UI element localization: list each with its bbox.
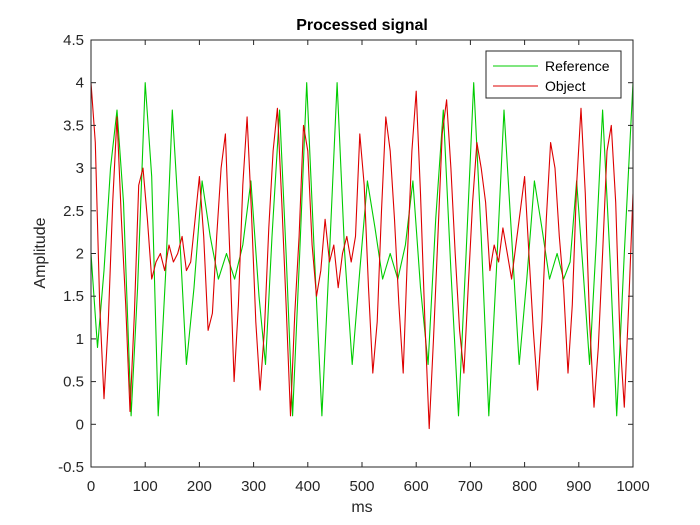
x-tick-label: 600 bbox=[404, 478, 429, 495]
legend-label-object: Object bbox=[545, 78, 586, 94]
y-tick-label: 2 bbox=[76, 246, 84, 263]
y-tick-label: 3 bbox=[76, 160, 84, 177]
y-tick-label: 0 bbox=[76, 416, 84, 433]
x-tick-label: 200 bbox=[187, 478, 212, 495]
y-tick-label: -0.5 bbox=[58, 459, 84, 476]
x-tick-label: 1000 bbox=[616, 478, 649, 495]
x-tick-label: 400 bbox=[295, 478, 320, 495]
y-tick-label: 2.5 bbox=[63, 203, 84, 220]
series-line-reference bbox=[91, 82, 633, 417]
x-tick-label: 700 bbox=[458, 478, 483, 495]
y-tick-label: 3.5 bbox=[63, 117, 84, 134]
x-tick-label: 500 bbox=[349, 478, 374, 495]
y-axis-label: Amplitude bbox=[32, 217, 49, 288]
tick-layer: 0 100 200 300 400 500 600 700 800 900 1000-0.500.5… bbox=[58, 32, 650, 495]
x-tick-label: 900 bbox=[566, 478, 591, 495]
y-tick-label: 1.5 bbox=[63, 288, 84, 305]
y-tick-label: 0.5 bbox=[63, 374, 84, 391]
x-axis-label: ms bbox=[351, 499, 372, 516]
chart-title: Processed signal bbox=[296, 17, 428, 34]
x-tick-label: 0 bbox=[87, 478, 95, 495]
plot-area bbox=[91, 40, 633, 467]
legend: Reference Object bbox=[485, 50, 622, 99]
legend-label-reference: Reference bbox=[545, 58, 610, 74]
series-line-object bbox=[91, 82, 633, 430]
y-tick-label: 1 bbox=[76, 331, 84, 348]
x-tick-label: 800 bbox=[512, 478, 537, 495]
x-tick-label: 300 bbox=[241, 478, 266, 495]
x-tick-label: 100 bbox=[133, 478, 158, 495]
y-tick-label: 4.5 bbox=[63, 32, 84, 49]
legend-box bbox=[485, 50, 622, 99]
series-layer bbox=[91, 82, 633, 430]
y-tick-label: 4 bbox=[76, 75, 84, 92]
